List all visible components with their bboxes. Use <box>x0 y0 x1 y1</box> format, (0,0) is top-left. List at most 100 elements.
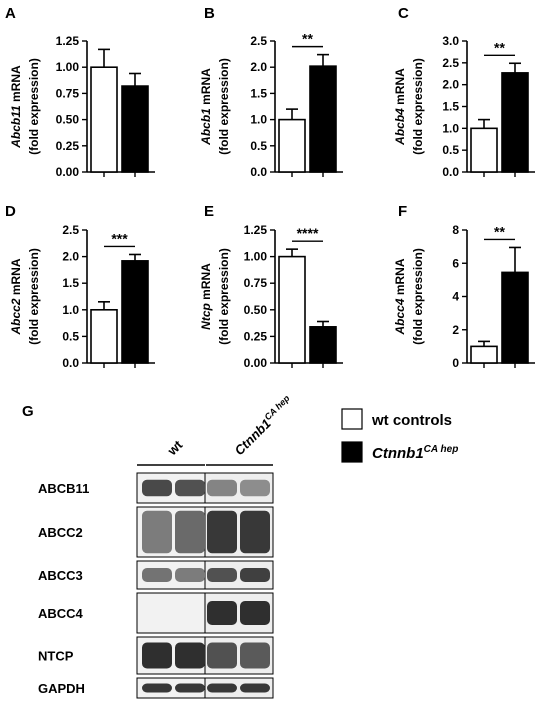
legend-mutant-name: Ctnnb1 <box>372 445 424 462</box>
y-tick-label: 0.75 <box>244 276 268 290</box>
bar-wt <box>470 127 498 173</box>
y-tick-label: 1.0 <box>62 303 79 317</box>
panel-letter-a: A <box>5 5 16 22</box>
blot-group-mutant-name: Ctnnb1 <box>232 416 274 458</box>
bar-mutant <box>121 85 149 173</box>
y-axis-label-gene: Ntcp <box>199 303 213 330</box>
bar-wt <box>470 345 498 364</box>
y-axis-label: Ntcp mRNA <box>199 263 213 330</box>
significance-label: ** <box>494 223 505 239</box>
blot-group-mutant: Ctnnb1CA hep <box>231 393 296 458</box>
chart-a: A 0.00 0.25 0.50 0.75 1.00 1.25 Abcb11 mRNA (fol… <box>5 5 155 179</box>
western-blot: G wt Ctnnb1CA hep ABCB11 ABCC2 ABCC3 ABCC4 N… <box>22 393 296 699</box>
blot-group-mutant-sup: CA hep <box>262 393 291 422</box>
blot-band <box>240 510 270 554</box>
y-tick-label: 3.0 <box>442 34 459 48</box>
y-axis-label-unit: mRNA <box>9 65 23 105</box>
y-tick-label: 1.5 <box>62 276 79 290</box>
blot-band <box>175 568 205 582</box>
y-axis-label: Abcc4 mRNA <box>393 258 407 335</box>
y-axis-label: Abcb11 mRNA <box>9 65 23 149</box>
y-tick-label: 2.5 <box>250 34 267 48</box>
y-tick-label: 1.5 <box>442 100 459 114</box>
y-axis-label-line2: (fold expression) <box>27 58 41 155</box>
blot-row-gapdh: GAPDH <box>38 677 274 699</box>
y-tick-label: 2.0 <box>62 250 79 264</box>
bar-mutant <box>309 65 337 173</box>
y-tick-label: 1.00 <box>56 60 80 74</box>
blot-band <box>207 510 237 554</box>
blot-row-label: ABCC4 <box>38 606 84 621</box>
legend-label-mutant: Ctnnb1CA hep <box>372 444 458 462</box>
panel-letter-c: C <box>398 5 409 22</box>
y-axis-label-unit: mRNA <box>199 68 213 108</box>
blot-band <box>142 683 172 693</box>
y-axis-label-unit: mRNA <box>199 263 213 303</box>
legend-swatch-mutant <box>341 441 363 463</box>
bar-wt <box>278 255 306 364</box>
blot-group-wt: wt <box>164 437 186 459</box>
blot-rows: ABCB11 ABCC2 ABCC3 ABCC4 NTCP GAPDH <box>38 472 274 699</box>
blot-band <box>207 683 237 693</box>
bar-wt <box>90 66 118 173</box>
y-tick-label: 0.00 <box>244 356 268 370</box>
blot-band <box>175 683 205 693</box>
y-tick-label: 2.0 <box>250 60 267 74</box>
legend: wt controls Ctnnb1CA hep <box>341 408 458 463</box>
blot-row-label: ABCC2 <box>38 525 83 540</box>
y-axis-label-line2: (fold expression) <box>217 58 231 155</box>
y-axis-label: Abcb1 mRNA <box>199 68 213 146</box>
chart-e: E 0.00 0.25 0.50 0.75 1.00 1.25 Ntcp mRNA (fold … <box>199 203 343 370</box>
blot-row-abcc4: ABCC4 <box>38 592 274 634</box>
y-tick-label: 0.25 <box>244 329 268 343</box>
legend-swatch-wt <box>341 408 363 430</box>
y-tick-label: 0.75 <box>56 86 80 100</box>
significance-label: ** <box>494 39 505 55</box>
blot-band <box>207 642 237 669</box>
y-tick-label: 1.0 <box>250 113 267 127</box>
blot-band <box>240 683 270 693</box>
blot-row-abcc2: ABCC2 <box>38 506 274 558</box>
y-axis-label-gene: Abcb4 <box>393 108 407 146</box>
blot-band <box>240 568 270 582</box>
y-tick-label: 0.0 <box>62 356 79 370</box>
y-tick-label: 8 <box>452 223 459 237</box>
y-tick-label: 2 <box>452 323 459 337</box>
bar-wt <box>278 118 306 173</box>
significance-label: ** <box>302 31 313 47</box>
y-tick-label: 0.5 <box>250 139 267 153</box>
blot-band <box>142 568 172 582</box>
y-axis-label-line2: (fold expression) <box>411 248 425 345</box>
y-tick-label: 0.0 <box>250 165 267 179</box>
y-tick-label: 2.5 <box>62 223 79 237</box>
blot-row-label: ABCB11 <box>38 481 89 496</box>
y-tick-label: 0.25 <box>56 139 80 153</box>
panel-letter-g: G <box>22 403 34 420</box>
blot-band <box>207 568 237 582</box>
y-tick-label: 0.0 <box>442 165 459 179</box>
blot-band <box>175 510 205 554</box>
legend-mutant-sup: CA hep <box>424 444 459 455</box>
y-tick-label: 1.0 <box>442 121 459 135</box>
y-axis-label-line2: (fold expression) <box>27 248 41 345</box>
blot-row-ntcp: NTCP <box>38 636 274 675</box>
chart-f: F 0 2 4 6 8 Abcc4 mRNA (fold expression) ** <box>393 203 535 370</box>
y-tick-label: 4 <box>452 290 459 304</box>
y-axis-label-line2: (fold expression) <box>411 58 425 155</box>
panel-letter-b: B <box>204 5 215 22</box>
y-axis-label-gene: Abcc4 <box>393 298 407 335</box>
bar-mutant <box>309 326 337 364</box>
blot-row-label: ABCC3 <box>38 568 83 583</box>
y-tick-label: 1.25 <box>244 223 268 237</box>
blot-band <box>142 642 172 669</box>
y-axis-label: Abcb4 mRNA <box>393 68 407 146</box>
significance-label: **** <box>297 225 319 241</box>
y-tick-label: 0.5 <box>62 329 79 343</box>
blot-row-abcc3: ABCC3 <box>38 560 274 590</box>
y-tick-label: 0 <box>452 356 459 370</box>
y-tick-label: 0.00 <box>56 165 80 179</box>
blot-box-wt <box>136 592 206 634</box>
y-tick-label: 0.50 <box>244 303 268 317</box>
